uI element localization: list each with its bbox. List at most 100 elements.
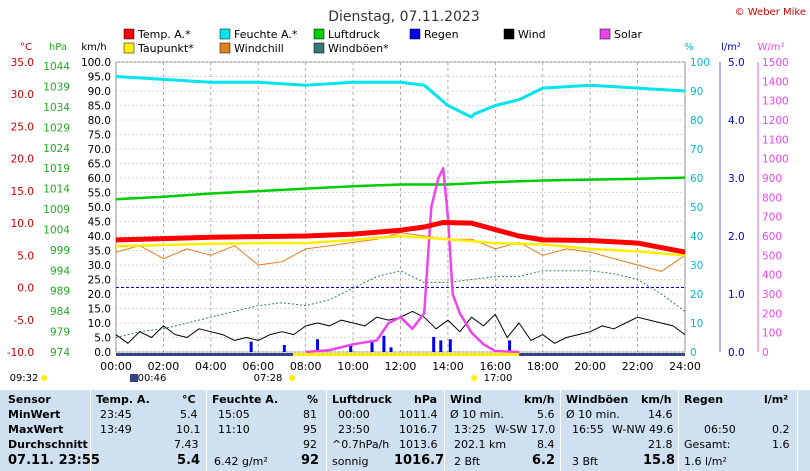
- rain-unit: l/m²: [764, 393, 789, 406]
- chart-title: Dienstag, 07.11.2023: [328, 9, 479, 25]
- series-line-windchill: [115, 232, 686, 272]
- moonset-icon: [130, 374, 138, 382]
- y-axes: -10.0 -5.0 0.0 5.0 10.0 15.0 20.0 25.0 30.0 35.0 9…: [7, 57, 789, 359]
- rain-bar: [316, 339, 320, 352]
- tick-label-wind: 25.0: [88, 275, 111, 287]
- tick-label-wind: 20.0: [88, 289, 111, 301]
- tick-label-solar: 100: [762, 328, 782, 340]
- tick-label-wind: 75.0: [88, 130, 111, 142]
- temp-max-time: 13:49: [100, 423, 132, 436]
- wind-unit: km/h: [524, 393, 555, 406]
- x-tick-label: 14:00: [432, 360, 464, 373]
- rain-bar: [439, 340, 443, 352]
- tick-label-rain: 3.0: [728, 173, 745, 185]
- axis-title-humidity: %: [684, 42, 694, 53]
- x-tick-label: 10:00: [337, 360, 369, 373]
- humidity-current: 92: [301, 453, 320, 468]
- tick-label-solar: 900: [762, 173, 782, 185]
- day-bar: [293, 353, 520, 356]
- tick-label-wind: 30.0: [88, 260, 111, 272]
- rain-bar: [508, 340, 512, 352]
- x-tick-label: 16:00: [479, 360, 511, 373]
- credit-link[interactable]: © Weber Mike: [735, 7, 806, 18]
- moonrise-icon: [41, 375, 47, 381]
- gust-r1-label: Ø 10 min.: [566, 408, 620, 421]
- tick-label-humidity: 30: [690, 260, 703, 272]
- tick-label-humidity: 70: [690, 144, 703, 156]
- tick-label-wind: 50.0: [88, 202, 111, 214]
- gust-unit: km/h: [641, 393, 672, 406]
- humidity-min: 81: [303, 408, 317, 421]
- moonrise-label: 09:32: [10, 373, 39, 384]
- gust-r1: 14.6: [648, 408, 673, 421]
- tick-label-temp: 15.0: [11, 186, 34, 198]
- tick-label-temp: 20.0: [11, 154, 34, 166]
- tick-label-solar: 300: [762, 289, 782, 301]
- temp-max: 10.1: [176, 423, 201, 436]
- legend: Temp. A.* Feuchte A.* Luftdruck Regen Wind So…: [123, 28, 643, 55]
- humidity-avg: 92: [303, 438, 317, 451]
- rain-bar: [448, 339, 452, 352]
- rain-total-label: Gesamt:: [684, 438, 731, 451]
- temp-avg: 7.43: [174, 438, 199, 451]
- humidity-unit: %: [307, 393, 319, 406]
- tick-label-pressure: 1029: [43, 122, 70, 134]
- legend-label-windchill: Windchill: [234, 42, 284, 55]
- legend-swatch-wind: [503, 28, 515, 40]
- sunset-label: 17:00: [484, 373, 513, 384]
- tick-label-temp: 35.0: [11, 57, 34, 69]
- legend-label-gust: Windböen*: [328, 42, 389, 55]
- wind-title: Wind: [450, 393, 482, 406]
- series-line-feuchte-a: [115, 75, 686, 119]
- wind-r1: 5.6: [537, 408, 555, 421]
- tick-label-pressure: 1044: [43, 61, 70, 73]
- rain-bar: [282, 345, 286, 352]
- tick-label-solar: 400: [762, 270, 782, 282]
- axis-title-wind: km/h: [81, 42, 106, 53]
- rain-title: Regen: [684, 393, 724, 406]
- legend-swatch-temp: [123, 28, 135, 40]
- humidity-abs: 6.42 g/m²: [214, 455, 268, 468]
- humidity-max: 95: [303, 423, 317, 436]
- tick-label-wind: 100.0: [81, 57, 111, 69]
- tick-label-wind: 70.0: [88, 144, 111, 156]
- tick-label-pressure: 999: [50, 245, 70, 257]
- sunrise-label: 07:28: [254, 373, 283, 384]
- series-line-luftdruck: [115, 176, 686, 201]
- tick-label-wind: 15.0: [88, 304, 111, 316]
- x-tick-label: 06:00: [242, 360, 274, 373]
- humidity-max-time: 11:10: [218, 423, 250, 436]
- x-tick-label: 00:00: [100, 360, 132, 373]
- row-label-avg: Durchschnitt: [8, 438, 88, 451]
- grid: [115, 61, 686, 353]
- moonset-label: 00:46: [138, 373, 167, 384]
- tick-label-temp: 25.0: [11, 121, 34, 133]
- wind-r3-label: 202.1 km: [454, 438, 507, 451]
- tick-label-pressure: 984: [50, 306, 70, 318]
- tick-label-solar: 600: [762, 231, 782, 243]
- legend-label-temp: Temp. A.*: [137, 28, 191, 41]
- tick-label-wind: 65.0: [88, 159, 111, 171]
- wind-r2-dir: W-SW 17.0: [495, 423, 556, 436]
- temp-unit: °C: [182, 393, 196, 406]
- tick-label-pressure: 1004: [43, 224, 70, 236]
- legend-label-solar: Solar: [614, 28, 643, 41]
- temp-min-time: 23:45: [100, 408, 132, 421]
- night-bar-evening: [519, 353, 685, 356]
- tick-label-humidity: 10: [690, 318, 703, 330]
- tick-label-wind: 60.0: [88, 173, 111, 185]
- tick-label-humidity: 90: [690, 86, 703, 98]
- gust-r3: 21.8: [648, 438, 673, 451]
- row-label-min: MinWert: [8, 408, 61, 421]
- tick-label-pressure: 1024: [43, 143, 70, 155]
- series-layer: [115, 75, 686, 354]
- x-tick-label: 12:00: [385, 360, 417, 373]
- rain-bar: [432, 336, 436, 352]
- sunrise-icon: [289, 375, 295, 381]
- tick-label-wind: 5.0: [94, 333, 111, 345]
- legend-swatch-windchill: [219, 42, 231, 54]
- temp-current: 5.4: [177, 453, 201, 468]
- tick-label-pressure: 1014: [43, 184, 70, 196]
- pressure-min-time: 00:00: [338, 408, 370, 421]
